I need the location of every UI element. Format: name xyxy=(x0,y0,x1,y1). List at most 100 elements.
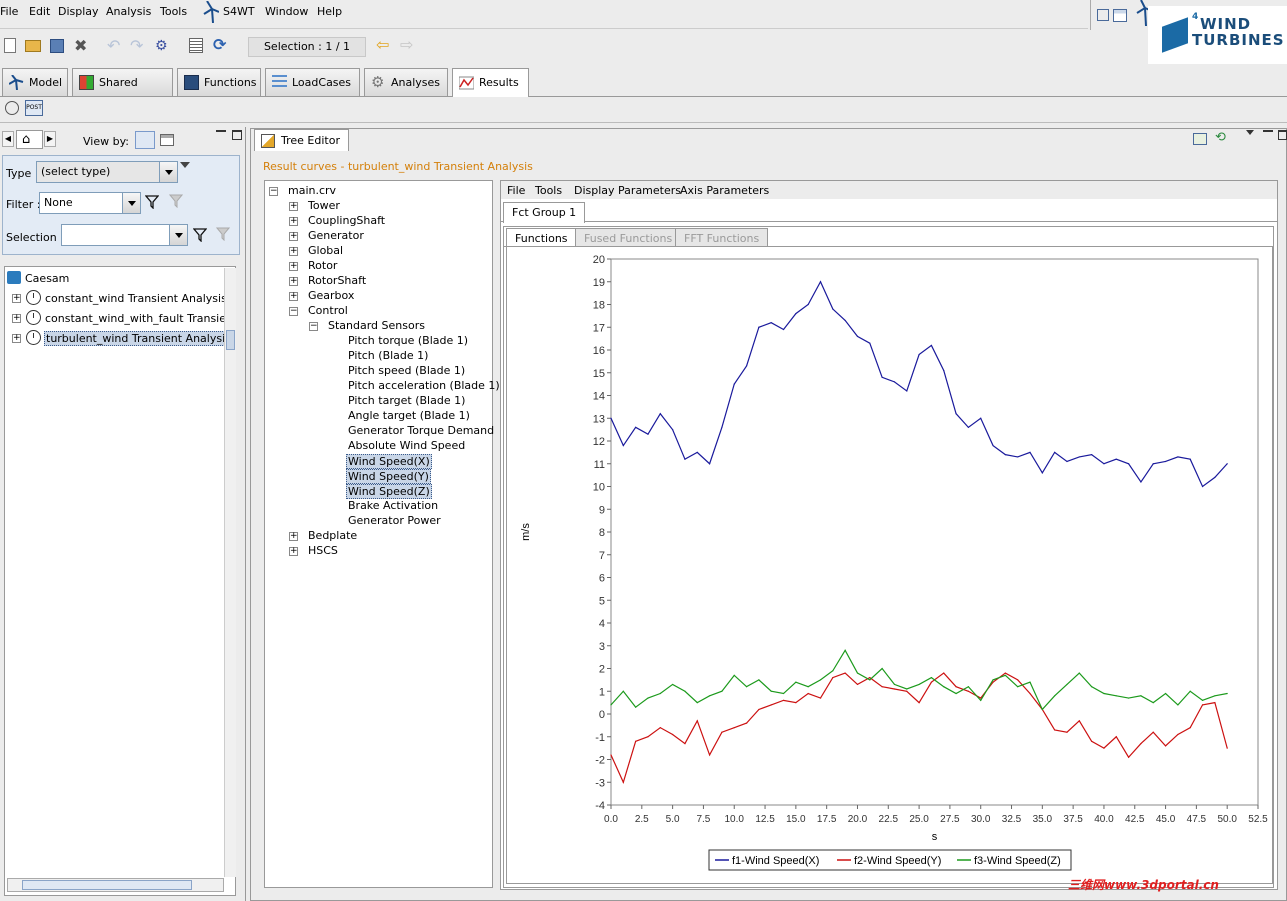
sensor-item[interactable]: Pitch (Blade 1) xyxy=(348,349,429,362)
delete-icon[interactable]: ✖ xyxy=(74,36,88,55)
list-icon[interactable] xyxy=(189,38,203,53)
tab-fct-group-1[interactable]: Fct Group 1 xyxy=(503,202,586,223)
expand-icon[interactable]: + xyxy=(12,313,21,323)
process-icon[interactable]: ⚙ xyxy=(155,38,168,54)
previous-arrow-icon[interactable]: ⇦ xyxy=(376,35,390,54)
curve-node[interactable]: Generator xyxy=(308,229,364,242)
sensor-item[interactable]: Generator Power xyxy=(348,514,441,527)
curve-tree-root[interactable]: main.crv xyxy=(288,184,337,197)
tree-view-icon[interactable] xyxy=(135,131,155,149)
menu-window[interactable]: Window xyxy=(265,5,309,18)
undo-icon[interactable]: ↶ xyxy=(107,36,121,55)
sensor-item[interactable]: Generator Torque Demand xyxy=(348,424,495,437)
curve-node[interactable]: Global xyxy=(308,244,344,257)
dropdown-arrow-icon[interactable] xyxy=(180,162,190,173)
menu-s4wt[interactable]: S4WT xyxy=(223,5,255,18)
clear-selection-filter-icon[interactable] xyxy=(216,227,230,241)
selection-filter-funnel-icon[interactable] xyxy=(193,228,207,242)
tree-root-caesam[interactable]: Caesam xyxy=(25,272,70,285)
expand-icon[interactable]: + xyxy=(12,333,21,343)
expand-icon[interactable]: + xyxy=(289,231,298,241)
scroll-left-button[interactable]: ◀ xyxy=(2,131,14,147)
collapse-icon[interactable]: − xyxy=(269,186,278,196)
expand-icon[interactable]: + xyxy=(289,276,298,286)
tab-functions[interactable]: Functions xyxy=(506,228,577,247)
menu-tools[interactable]: Tools xyxy=(160,5,188,18)
tree-perspective-icon[interactable] xyxy=(1097,9,1109,21)
sensor-item[interactable]: Wind Speed(X) xyxy=(346,454,432,469)
sensor-item[interactable]: Pitch acceleration (Blade 1) xyxy=(348,379,500,392)
sensor-item[interactable]: Pitch speed (Blade 1) xyxy=(348,364,466,377)
maximize-icon[interactable] xyxy=(232,130,242,140)
expand-icon[interactable]: + xyxy=(289,546,298,556)
export-icon[interactable] xyxy=(1193,133,1207,145)
curve-node[interactable]: Control xyxy=(308,304,348,317)
table-view-icon[interactable] xyxy=(160,134,174,146)
refresh-icon[interactable]: ⟳ xyxy=(213,35,227,54)
horizontal-scrollbar[interactable] xyxy=(7,878,224,892)
filter-funnel-icon[interactable] xyxy=(145,195,159,209)
scroll-right-button[interactable]: ▶ xyxy=(44,131,56,147)
sensor-item[interactable]: Absolute Wind Speed xyxy=(348,439,466,452)
tab-results[interactable]: Results xyxy=(452,68,529,98)
redo-icon[interactable]: ↷ xyxy=(130,36,144,55)
post-icon[interactable]: POST xyxy=(25,100,43,116)
vertical-scrollbar[interactable] xyxy=(224,268,236,877)
home-tab[interactable]: ⌂ xyxy=(16,130,43,149)
save-icon[interactable] xyxy=(50,39,64,53)
tab-fused-functions[interactable]: Fused Functions xyxy=(575,228,682,246)
plot-menu-file[interactable]: File xyxy=(507,184,526,197)
scrollbar-thumb[interactable] xyxy=(22,880,192,890)
minimize-icon[interactable] xyxy=(216,130,226,132)
tab-loadcases[interactable]: LoadCases xyxy=(265,68,360,96)
table-perspective-icon[interactable] xyxy=(1113,9,1127,22)
curve-node[interactable]: Bedplate xyxy=(308,529,358,542)
view-menu-icon[interactable] xyxy=(1246,130,1254,139)
menu-edit[interactable]: Edit xyxy=(29,5,51,18)
curve-node[interactable]: Gearbox xyxy=(308,289,355,302)
expand-icon[interactable]: + xyxy=(289,531,298,541)
curve-node[interactable]: RotorShaft xyxy=(308,274,367,287)
new-file-icon[interactable] xyxy=(4,38,16,53)
tab-shared-data[interactable]: Shared Data xyxy=(72,68,173,116)
collapse-icon[interactable]: − xyxy=(309,321,318,331)
menu-analysis[interactable]: Analysis xyxy=(106,5,152,18)
tab-model[interactable]: Model xyxy=(2,68,68,96)
menu-display[interactable]: Display xyxy=(58,5,99,18)
zoom-report-icon[interactable] xyxy=(5,101,19,115)
plot-menu-tools[interactable]: Tools xyxy=(535,184,563,197)
sensor-item[interactable]: Wind Speed(Y) xyxy=(346,469,431,484)
sensor-item[interactable]: Pitch torque (Blade 1) xyxy=(348,334,469,347)
curve-node-standard-sensors[interactable]: Standard Sensors xyxy=(328,319,425,332)
curve-node[interactable]: Rotor xyxy=(308,259,338,272)
expand-icon[interactable]: + xyxy=(289,201,298,211)
tree-item-turbulent-wind[interactable]: turbulent_wind Transient Analysis xyxy=(44,331,233,346)
tab-fft-functions[interactable]: FFT Functions xyxy=(675,228,769,246)
tab-tree-editor[interactable]: Tree Editor xyxy=(254,129,349,151)
selection-select[interactable] xyxy=(61,224,188,246)
sync-icon[interactable]: ⟲ xyxy=(1215,130,1226,145)
tab-functions[interactable]: Functions xyxy=(177,68,261,96)
expand-icon[interactable]: + xyxy=(289,291,298,301)
collapse-icon[interactable]: − xyxy=(289,306,298,316)
sensor-item[interactable]: Angle target (Blade 1) xyxy=(348,409,470,422)
tab-analyses[interactable]: ⚙ Analyses xyxy=(364,68,448,96)
sensor-item[interactable]: Wind Speed(Z) xyxy=(346,484,432,499)
curve-node[interactable]: CouplingShaft xyxy=(308,214,386,227)
tree-item-constant-wind-fault[interactable]: constant_wind_with_fault Transient A xyxy=(45,312,226,325)
expand-icon[interactable]: + xyxy=(12,293,21,303)
expand-icon[interactable]: + xyxy=(289,246,298,256)
minimize-icon[interactable] xyxy=(1263,130,1273,132)
next-arrow-icon[interactable]: ⇨ xyxy=(400,35,414,54)
menu-file[interactable]: File xyxy=(0,5,19,18)
scrollbar-thumb[interactable] xyxy=(226,330,235,350)
clear-filter-icon[interactable] xyxy=(169,194,183,208)
open-folder-icon[interactable] xyxy=(25,40,41,52)
curve-node[interactable]: Tower xyxy=(308,199,340,212)
expand-icon[interactable]: + xyxy=(289,261,298,271)
expand-icon[interactable]: + xyxy=(289,216,298,226)
plot-menu-display-parameters[interactable]: Display Parameters xyxy=(574,184,682,197)
curve-node[interactable]: HSCS xyxy=(308,544,338,557)
plot-menu-axis-parameters[interactable]: Axis Parameters xyxy=(680,184,770,197)
type-select[interactable]: (select type) xyxy=(36,161,178,183)
